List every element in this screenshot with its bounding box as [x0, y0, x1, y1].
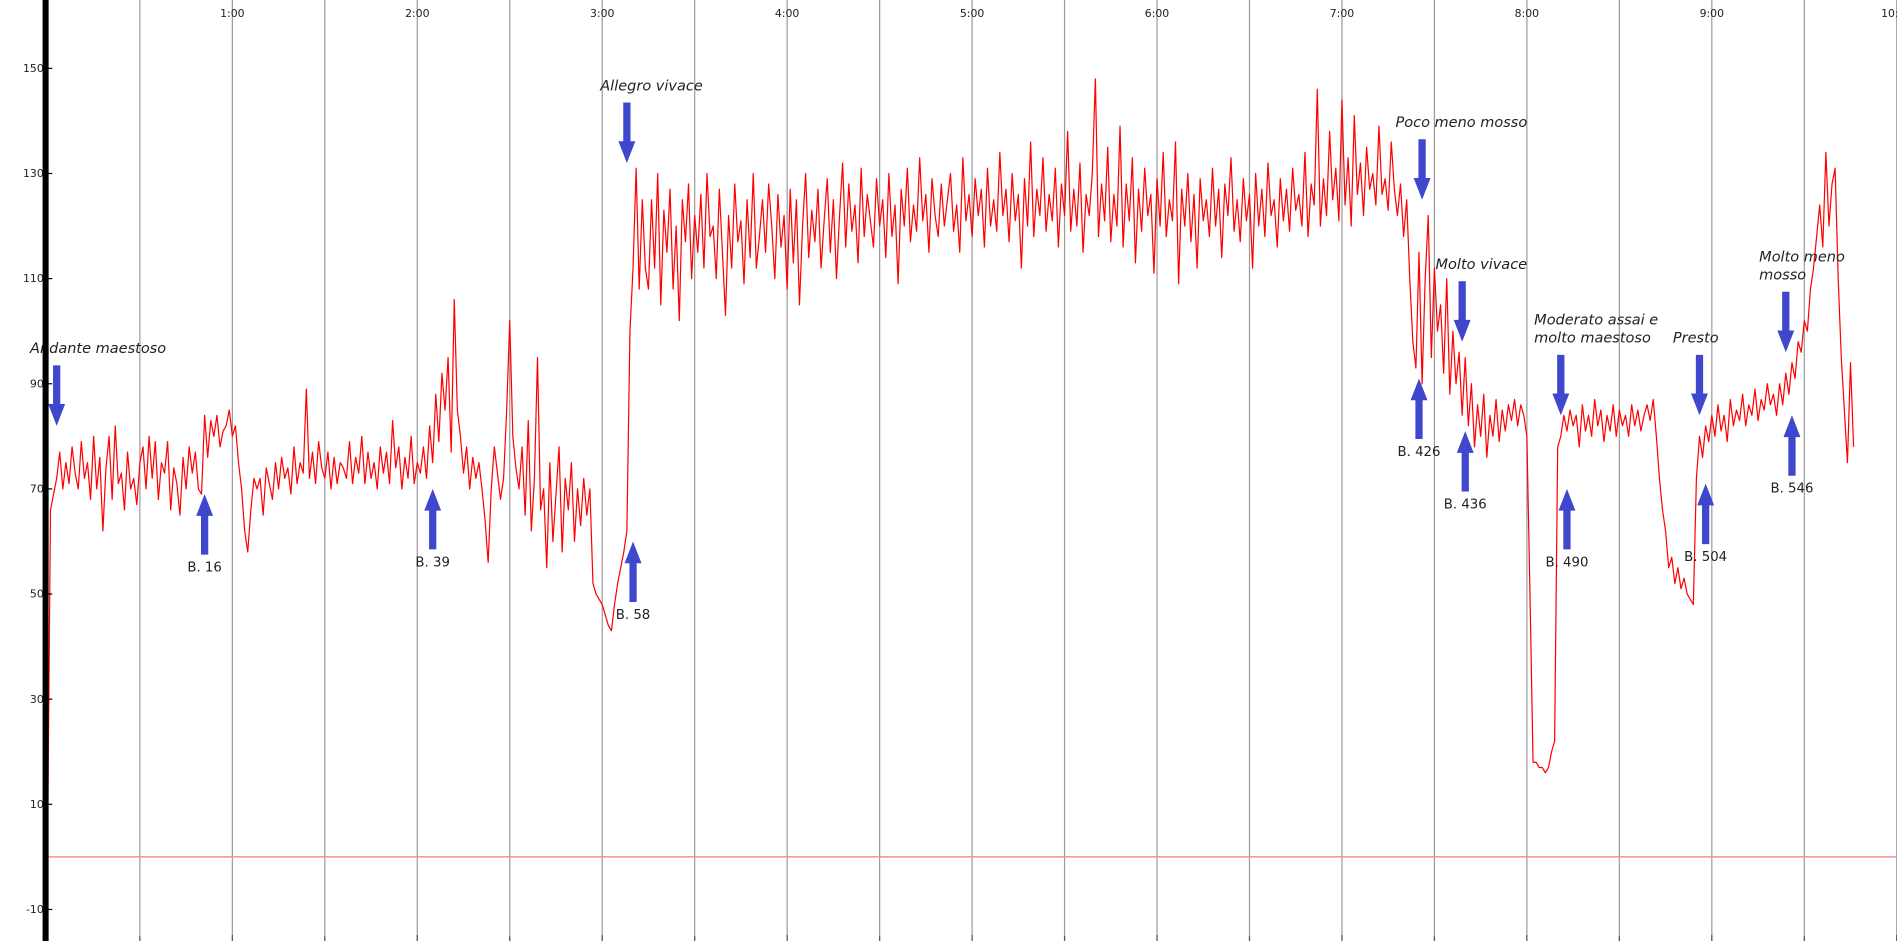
tempo-marking: Allegro vivace [599, 78, 703, 94]
tempo-marking: Molto meno [1759, 250, 1845, 266]
y-tick-label: 50 [30, 588, 44, 601]
y-tick-label: 90 [30, 377, 44, 390]
arrow [48, 365, 66, 426]
arrow [196, 494, 214, 555]
x-tick-label: 9:00 [1700, 7, 1725, 20]
arrow [424, 488, 442, 550]
plot [46, 78, 1897, 858]
bar-marker-label: B. 504 [1684, 550, 1727, 565]
x-tick-label: 4:00 [775, 7, 800, 20]
bar-marker-label: B. 58 [616, 608, 651, 623]
tempo-marking: Poco meno mosso [1395, 115, 1527, 131]
y-axis-bar [42, 0, 49, 941]
grid [139, 0, 1897, 941]
arrow [1777, 291, 1795, 353]
y-tick-label: 10 [30, 798, 44, 811]
y-tick-label: 130 [23, 167, 44, 180]
bar-marker-label: B. 39 [415, 555, 450, 570]
y-tick-label: 110 [23, 272, 44, 285]
y-tick-label: 150 [23, 62, 44, 75]
x-tick-label: 8:00 [1515, 7, 1540, 20]
arrow [1453, 281, 1471, 342]
tempo-marking: mosso [1759, 268, 1806, 284]
arrow [1691, 354, 1708, 416]
bar-marker-label: B. 436 [1444, 497, 1487, 512]
arrow [1552, 354, 1570, 416]
bar-marker-label: B. 546 [1770, 482, 1813, 497]
bar-marker-label: B. 426 [1398, 445, 1441, 460]
tempo-marking: Presto [1673, 331, 1719, 347]
arrow [1697, 483, 1715, 545]
axis: 1:00 2:00 3:00 4:00 5:00 6:00 7:00 8:00 9:00 10:0… [23, 7, 1897, 941]
x-tick-label: 1:00 [220, 7, 245, 20]
arrow [624, 541, 642, 602]
x-tick-label: 7:00 [1330, 7, 1355, 20]
x-tick-label: 5:00 [960, 7, 985, 20]
tempo-marking: Moderato assai e [1534, 313, 1658, 329]
tempo-marking: molto maestoso [1534, 331, 1651, 347]
x-tick-label: 3:00 [590, 7, 615, 20]
tempo-marking: Andante maestoso [29, 341, 166, 357]
arrow [1558, 488, 1576, 550]
x-tick-label: 10:00 [1881, 7, 1897, 20]
y-tick-label: 70 [30, 483, 44, 496]
x-tick-label: 2:00 [405, 7, 430, 20]
tempo-line [46, 78, 1855, 857]
annotations: Andante maestoso Allegro vivace Poco meno … [29, 78, 1845, 622]
bar-marker-label: B. 16 [187, 561, 222, 576]
arrow [618, 102, 636, 163]
arrow [1410, 378, 1428, 439]
y-tick-label: -10 [26, 903, 44, 916]
arrow [1413, 139, 1431, 200]
arrow [1783, 415, 1801, 476]
tempo-marking: Molto vivace [1436, 257, 1528, 273]
x-tick-label: 6:00 [1145, 7, 1170, 20]
arrow [1456, 431, 1474, 492]
y-tick-label: 30 [30, 693, 44, 706]
bar-marker-label: B. 490 [1545, 555, 1588, 570]
